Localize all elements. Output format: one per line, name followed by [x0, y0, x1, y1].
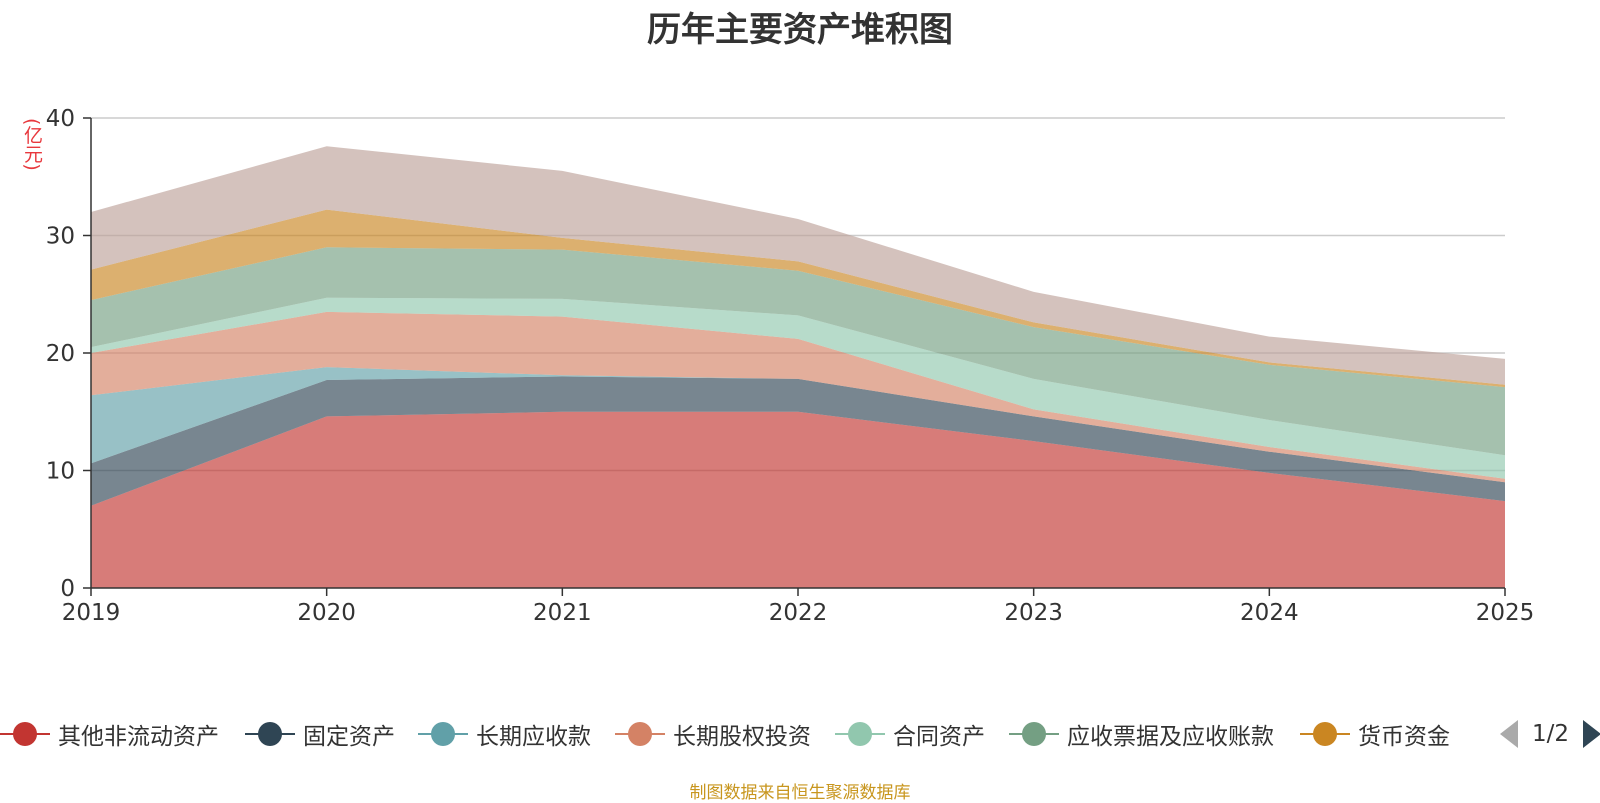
legend-label: 合同资产 [893, 724, 985, 750]
legend-item-long-term-equity-investment[interactable]: 长期股权投资 [615, 714, 811, 754]
legend-label: 固定资产 [303, 724, 395, 750]
area-series-7 [91, 146, 1505, 385]
chart-title: 历年主要资产堆积图 [647, 10, 953, 50]
legend-marker-icon [1300, 719, 1350, 749]
legend-label: 长期股权投资 [673, 724, 811, 750]
legend-marker-icon [835, 719, 885, 749]
axes: 0 10 20 30 40 2019 2020 2021 2022 2023 2024 2025 [46, 106, 1535, 626]
data-source-note: 制图数据来自恒生聚源数据库 [689, 783, 911, 803]
pager-prev-icon[interactable] [1500, 720, 1518, 748]
area-series-3 [91, 311, 1505, 483]
legend-marker-icon [245, 719, 295, 749]
area-series-4 [91, 297, 1505, 479]
y-tick-label: 30 [46, 224, 75, 250]
area-series-2 [91, 367, 1505, 483]
y-tick-label: 40 [46, 106, 75, 132]
legend-item-notes-and-accounts-receivable[interactable]: 应收票据及应收账款 [1009, 714, 1274, 754]
stacked-area-chart: 0 10 20 30 40 2019 2020 2021 2022 2023 2024 2025 [46, 106, 1535, 626]
x-tick-label: 2021 [533, 600, 592, 626]
y-axis-unit-label: (亿元) [21, 118, 43, 171]
legend-label: 货币资金 [1358, 724, 1450, 750]
x-tick-label: 2024 [1240, 600, 1299, 626]
pager-next-icon[interactable] [1583, 720, 1600, 748]
area-series-1 [91, 376, 1505, 506]
legend-marker-icon [1009, 719, 1059, 749]
legend-item-cash[interactable]: 货币资金 [1300, 714, 1450, 754]
x-tick-label: 2019 [62, 600, 121, 626]
legend-pager: 1/2 [1500, 714, 1600, 754]
y-tick-label: 0 [60, 576, 75, 602]
legend-label: 长期应收款 [476, 724, 591, 750]
legend-item-fixed-assets[interactable]: 固定资产 [245, 714, 395, 754]
legend-item-long-term-receivables[interactable]: 长期应收款 [418, 714, 591, 754]
y-tick-label: 20 [46, 341, 75, 367]
y-tick-label: 10 [46, 459, 75, 485]
legend-label: 其他非流动资产 [58, 724, 219, 750]
legend-marker-icon [0, 719, 50, 749]
legend-item-contract-assets[interactable]: 合同资产 [835, 714, 985, 754]
legend-label: 应收票据及应收账款 [1067, 724, 1274, 750]
area-series-5 [91, 247, 1505, 456]
legend-marker-icon [418, 719, 468, 749]
legend-page-indicator: 1/2 [1532, 721, 1570, 747]
x-tick-label: 2022 [769, 600, 828, 626]
x-tick-label: 2023 [1004, 600, 1063, 626]
area-series-6 [91, 209, 1505, 388]
x-tick-label: 2020 [297, 600, 356, 626]
legend: 其他非流动资产 固定资产 长期应收款 长期股权投资 合同资产 应收票据及应收账款… [0, 714, 1600, 754]
area-series-0 [91, 411, 1505, 588]
legend-item-other-noncurrent-assets[interactable]: 其他非流动资产 [0, 714, 219, 754]
legend-marker-icon [615, 719, 665, 749]
area-series-group [91, 146, 1505, 588]
x-tick-label: 2025 [1476, 600, 1535, 626]
